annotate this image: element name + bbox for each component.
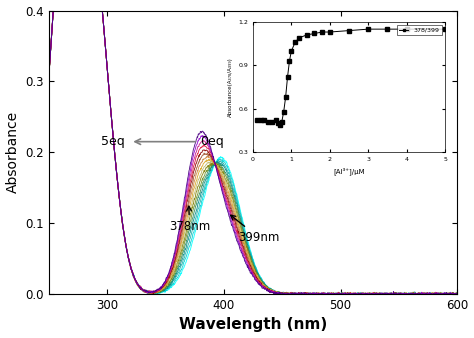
Text: 5eq: 5eq bbox=[101, 135, 125, 148]
X-axis label: Wavelength (nm): Wavelength (nm) bbox=[179, 317, 327, 333]
Text: 378nm: 378nm bbox=[169, 206, 210, 233]
Text: 0eq: 0eq bbox=[200, 135, 224, 148]
Text: 399nm: 399nm bbox=[231, 215, 279, 244]
Y-axis label: Absorbance: Absorbance bbox=[6, 111, 19, 193]
